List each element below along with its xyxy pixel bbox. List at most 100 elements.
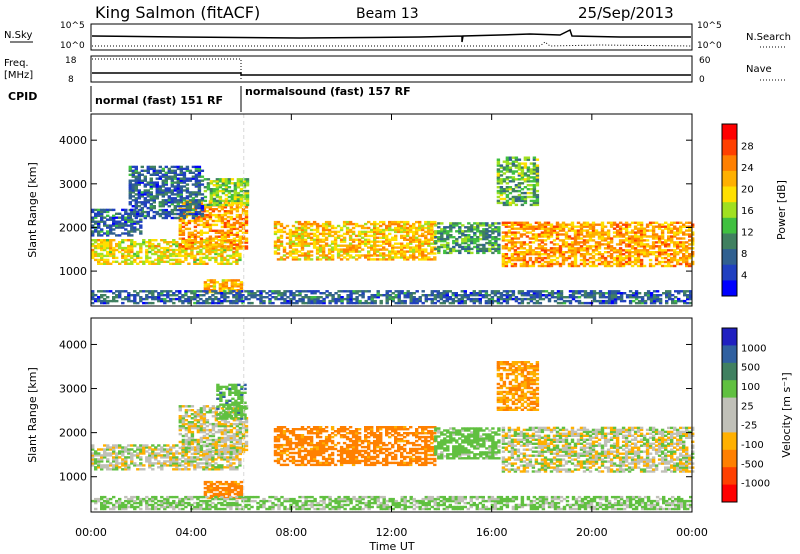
heatmap-cell bbox=[606, 247, 611, 250]
heatmap-cell bbox=[179, 177, 183, 180]
heatmap-cell bbox=[502, 294, 507, 297]
heatmap-cell bbox=[211, 243, 216, 246]
heatmap-cell bbox=[301, 297, 305, 301]
heatmap-cell bbox=[618, 227, 623, 230]
heatmap-cell bbox=[217, 252, 221, 256]
heatmap-cell bbox=[215, 189, 220, 193]
heatmap-cell bbox=[235, 239, 240, 242]
heatmap-cell bbox=[208, 215, 213, 219]
nsky-label: N.Sky bbox=[4, 30, 32, 41]
heatmap-cell bbox=[242, 186, 247, 189]
heatmap-cell bbox=[130, 220, 134, 223]
heatmap-cell bbox=[582, 235, 587, 238]
heatmap-cell bbox=[400, 290, 404, 293]
heatmap-cell bbox=[394, 256, 398, 259]
heatmap-cell bbox=[218, 180, 223, 183]
heatmap-cell bbox=[412, 292, 416, 295]
heatmap-cell bbox=[510, 223, 515, 226]
heatmap-cell bbox=[358, 299, 362, 303]
heatmap-cell bbox=[633, 260, 638, 264]
heatmap-cell bbox=[190, 252, 194, 256]
heatmap-cell bbox=[276, 244, 281, 247]
heatmap-cell bbox=[442, 292, 446, 295]
heatmap-cell bbox=[579, 227, 584, 230]
heatmap-cell bbox=[579, 253, 584, 256]
heatmap-cell bbox=[106, 226, 110, 229]
heatmap-cell bbox=[354, 246, 359, 249]
heatmap-cell bbox=[152, 199, 156, 202]
heatmap-cell bbox=[526, 166, 531, 169]
heatmap-cell bbox=[175, 458, 179, 461]
heatmap-cell bbox=[227, 195, 232, 199]
heatmap-cell bbox=[505, 166, 510, 169]
heatmap-cell bbox=[193, 247, 198, 250]
heatmap-cell bbox=[131, 185, 135, 188]
heatmap-cell bbox=[136, 254, 140, 258]
heatmap-cell bbox=[501, 235, 506, 238]
heatmap-cell bbox=[118, 224, 122, 227]
heatmap-cell bbox=[494, 249, 498, 253]
heatmap-cell bbox=[568, 296, 573, 299]
heatmap-cell bbox=[149, 216, 153, 220]
heatmap-cell bbox=[529, 299, 534, 303]
heatmap-cell bbox=[691, 231, 695, 234]
heatmap-cell bbox=[285, 232, 290, 236]
heatmap-cell bbox=[301, 299, 305, 303]
heatmap-cell bbox=[657, 253, 662, 256]
heatmap-cell bbox=[660, 256, 665, 260]
heatmap-cell bbox=[232, 243, 237, 246]
heatmap-cell bbox=[128, 181, 132, 184]
heatmap-cell bbox=[615, 251, 620, 254]
heatmap-cell bbox=[493, 292, 498, 295]
heatmap-cell bbox=[482, 251, 486, 255]
heatmap-cell bbox=[652, 301, 657, 305]
heatmap-cell bbox=[193, 225, 198, 229]
heatmap-cell bbox=[244, 221, 249, 225]
heatmap-cell bbox=[149, 165, 153, 169]
heatmap-cell bbox=[523, 178, 528, 181]
heatmap-cell bbox=[124, 460, 128, 463]
heatmap-cell bbox=[212, 287, 217, 290]
heatmap-cell bbox=[610, 294, 615, 297]
heatmap-cell bbox=[525, 251, 530, 254]
heatmap-cell bbox=[487, 297, 492, 301]
heatmap-cell bbox=[589, 294, 594, 297]
cpid-segment-1: normal (fast) 151 RF bbox=[95, 94, 223, 107]
heatmap-cell bbox=[427, 232, 431, 236]
heatmap-cell bbox=[528, 231, 533, 234]
heatmap-cell bbox=[220, 229, 225, 232]
heatmap-cell bbox=[300, 224, 305, 228]
heatmap-cell bbox=[109, 250, 113, 254]
heatmap-cell bbox=[642, 251, 647, 254]
heatmap-cell bbox=[175, 464, 179, 467]
heatmap-cell bbox=[324, 242, 329, 245]
heatmap-cell bbox=[598, 296, 603, 299]
heatmap-cell bbox=[143, 216, 147, 220]
heatmap-cell bbox=[630, 247, 635, 250]
heatmap-cell bbox=[421, 290, 425, 293]
heatmap-cell bbox=[245, 184, 250, 187]
heatmap-cell bbox=[97, 214, 101, 217]
heatmap-cell bbox=[220, 258, 224, 262]
heatmap-cell bbox=[259, 294, 263, 297]
heatmap-cell bbox=[282, 246, 287, 249]
heatmap-cell bbox=[682, 225, 686, 228]
heatmap-cell bbox=[106, 460, 110, 463]
heatmap-cell bbox=[223, 299, 227, 303]
heatmap-cell bbox=[197, 210, 202, 214]
heatmap-cell bbox=[220, 294, 224, 297]
heatmap-cell bbox=[349, 297, 353, 301]
heatmap-cell bbox=[667, 225, 671, 228]
heatmap-cell bbox=[654, 245, 659, 248]
heatmap-cell bbox=[537, 264, 542, 268]
heatmap-cell bbox=[415, 246, 419, 249]
heatmap-cell bbox=[220, 301, 224, 305]
heatmap-cell bbox=[388, 250, 392, 253]
heatmap-cell bbox=[499, 296, 504, 299]
heatmap-cell bbox=[424, 236, 428, 239]
heatmap-cell bbox=[357, 244, 362, 247]
heatmap-cell bbox=[517, 174, 522, 177]
heatmap-cell bbox=[630, 229, 635, 232]
heatmap-cell bbox=[167, 171, 171, 174]
heatmap-cell bbox=[543, 227, 548, 230]
